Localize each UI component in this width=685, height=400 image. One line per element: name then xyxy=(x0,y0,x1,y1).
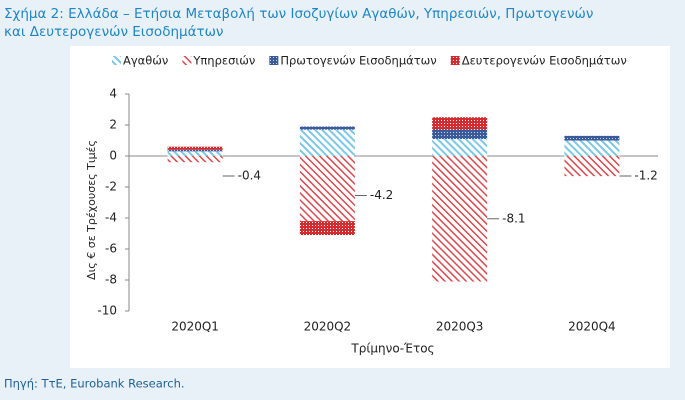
x-tick-label: 2020Q2 xyxy=(304,320,352,334)
y-tick-label: -6 xyxy=(105,242,117,256)
plot-background xyxy=(70,46,670,368)
total-label: -1.2 xyxy=(634,169,657,183)
bar-segment xyxy=(299,156,355,222)
y-axis-label: Δις € σε Τρέχουσες Τιμές xyxy=(85,140,98,280)
bar-segment xyxy=(432,138,488,156)
legend-label: Πρωτογενών Εισοδημάτων xyxy=(280,54,436,68)
legend-swatch xyxy=(450,56,460,65)
bar-segment xyxy=(167,156,223,163)
legend-swatch xyxy=(269,56,279,65)
y-tick-label: 2 xyxy=(109,118,117,132)
bar-segment xyxy=(167,149,223,152)
y-tick-label: 4 xyxy=(109,87,117,101)
bar-segment xyxy=(564,140,620,156)
bar-segment xyxy=(432,129,488,139)
y-tick-label: -8 xyxy=(105,273,117,287)
source: Πηγή: ΤτΕ, Eurobank Research. xyxy=(4,377,185,391)
bar-segment xyxy=(167,151,223,156)
bar-segment xyxy=(432,156,488,282)
total-label: -0.4 xyxy=(238,169,261,183)
bar-segment xyxy=(432,117,488,130)
legend-label: Δευτερογενών Εισοδημάτων xyxy=(462,54,627,68)
chart-title-line2: και Δευτερογενών Εισοδημάτων xyxy=(4,24,223,40)
total-label: -4.2 xyxy=(370,188,393,202)
bar-segment xyxy=(564,156,620,177)
y-tick-label: -2 xyxy=(105,180,117,194)
bar-segment xyxy=(299,126,355,130)
bar-segment xyxy=(564,135,620,141)
bar-segment xyxy=(167,146,223,150)
y-tick-label: 0 xyxy=(109,149,117,163)
x-axis-label: Τρίμηνο-Έτος xyxy=(350,342,434,356)
y-tick-label: -10 xyxy=(97,304,117,318)
total-label: -8.1 xyxy=(502,211,525,225)
x-tick-label: 2020Q1 xyxy=(171,320,219,334)
legend-swatch xyxy=(182,56,192,65)
x-tick-label: 2020Q3 xyxy=(436,320,484,334)
bar-segment xyxy=(299,129,355,156)
legend-label: Υπηρεσιών xyxy=(192,54,255,68)
chart-title: Σχήμα 2: Ελλάδα – Ετήσια Μεταβολή των Ισ… xyxy=(4,6,593,22)
legend-swatch xyxy=(112,56,121,65)
y-tick-label: -4 xyxy=(105,211,117,225)
legend-label: Αγαθών xyxy=(123,54,168,68)
bar-segment xyxy=(299,221,355,236)
x-tick-label: 2020Q4 xyxy=(568,320,616,334)
